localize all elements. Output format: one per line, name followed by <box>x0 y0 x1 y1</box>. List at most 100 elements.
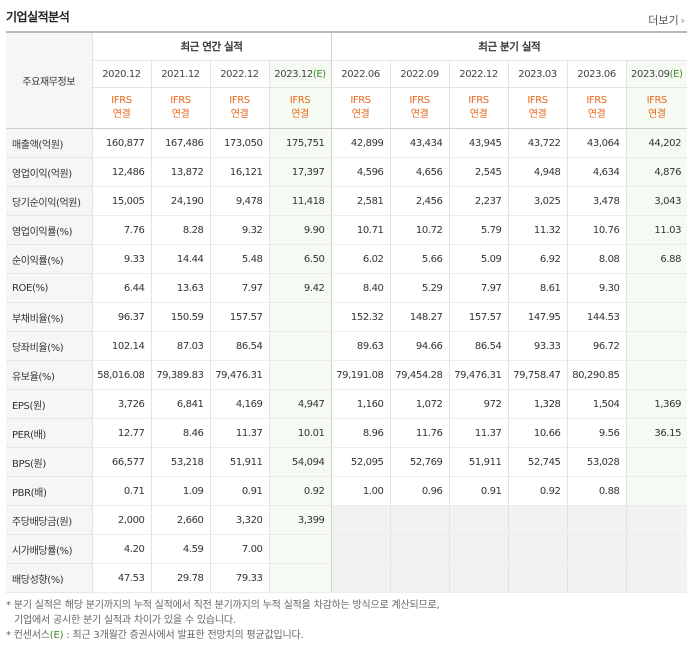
cell-value <box>507 563 568 593</box>
row-label: BPS(원) <box>6 447 92 477</box>
cell-value: 11,418 <box>268 186 332 216</box>
section-header: 기업실적분석 더보기 › <box>6 8 685 28</box>
cell-value: 36.15 <box>625 418 688 448</box>
cell-value <box>330 505 391 535</box>
period-label: 2023.09 <box>631 68 670 80</box>
row-label: 당좌비율(%) <box>6 331 92 361</box>
cell-value: 14.44 <box>150 244 210 274</box>
cell-value: 2,456 <box>389 186 450 216</box>
row-label: 당기순이익(억원) <box>6 186 92 216</box>
cell-value <box>566 534 627 564</box>
table-row: ROE(%) 6.44 13.63 7.97 9.42 8.40 5.29 7.97 8.61 9… <box>6 273 688 303</box>
cell-value: 11.37 <box>448 418 509 448</box>
financial-summary-table: 주요재무정보 최근 연간 실적 최근 분기 실적 2020.12 2021.12 2… <box>6 31 688 593</box>
period-header: 2022.09 <box>389 60 450 88</box>
cell-value: 11.32 <box>507 215 568 245</box>
period-label: 2023.06 <box>577 68 616 80</box>
cell-value: 4,876 <box>625 157 688 187</box>
cell-value: 8.61 <box>507 273 568 303</box>
ifrs-line1: IFRS <box>289 95 311 106</box>
cell-value: 1,160 <box>330 389 391 419</box>
table-row: 부채비율(%) 96.37 150.59 157.57 152.32 148.27 157.… <box>6 302 688 332</box>
table-row: 주당배당금(원) 2,000 2,660 3,320 3,399 <box>6 505 688 535</box>
cell-value <box>268 302 332 332</box>
row-label: 순이익률(%) <box>6 244 92 274</box>
period-label: 2022.12 <box>459 68 498 80</box>
cell-value <box>268 563 332 593</box>
table-row: 배당성향(%) 47.53 29.78 79.33 <box>6 563 688 593</box>
cell-value: 9.33 <box>91 244 151 274</box>
more-link-label: 더보기 <box>648 14 679 27</box>
ifrs-line2: 연결 <box>230 109 249 120</box>
cell-value: 96.37 <box>91 302 151 332</box>
ifrs-line1: IFRS <box>170 95 191 106</box>
period-header: 2023.03 <box>507 60 568 88</box>
cell-value: 52,745 <box>507 447 568 477</box>
cell-value: 12.77 <box>91 418 151 448</box>
cell-value <box>389 563 450 593</box>
cell-value: 5.48 <box>209 244 269 274</box>
table-row: 당좌비율(%) 102.14 87.03 86.54 89.63 94.66 86.54 93… <box>6 331 688 361</box>
cell-value: 93.33 <box>507 331 568 361</box>
cell-value: 102.14 <box>91 331 151 361</box>
ifrs-label: IFRS 연결 <box>330 87 391 129</box>
cell-value <box>625 505 688 535</box>
ifrs-line2: 연결 <box>171 109 190 120</box>
cell-value <box>625 534 688 564</box>
cell-value: 9.32 <box>209 215 269 245</box>
cell-value: 53,218 <box>150 447 210 477</box>
table-row: PER(배) 12.77 8.46 11.37 10.01 8.96 11.76 11.37 1… <box>6 418 688 448</box>
ifrs-line1: IFRS <box>409 95 430 106</box>
cell-value: 144.53 <box>566 302 627 332</box>
cell-value: 12,486 <box>91 157 151 187</box>
cell-value: 2,237 <box>448 186 509 216</box>
cell-value <box>389 505 450 535</box>
cell-value: 51,911 <box>448 447 509 477</box>
period-header: 2023.06 <box>566 60 627 88</box>
cell-value: 5.66 <box>389 244 450 274</box>
cell-value: 5.79 <box>448 215 509 245</box>
cell-value <box>330 563 391 593</box>
ifrs-line2: 연결 <box>410 109 429 120</box>
cell-value: 148.27 <box>389 302 450 332</box>
cell-value: 10.72 <box>389 215 450 245</box>
cell-value: 1.09 <box>150 476 210 506</box>
cell-value <box>625 563 688 593</box>
cell-value: 86.54 <box>448 331 509 361</box>
cell-value: 16,121 <box>209 157 269 187</box>
cell-value <box>625 476 688 506</box>
cell-value: 9.42 <box>268 273 332 303</box>
cell-value: 160,877 <box>91 128 151 158</box>
cell-value: 2,545 <box>448 157 509 187</box>
period-label: 2022.12 <box>220 68 259 80</box>
row-label: 매출액(억원) <box>6 128 92 158</box>
cell-value: 9.30 <box>566 273 627 303</box>
chevron-right-icon: › <box>680 14 685 27</box>
ifrs-line2: 연결 <box>469 109 488 120</box>
ifrs-label: IFRS 연결 <box>566 87 627 129</box>
row-label: PER(배) <box>6 418 92 448</box>
footnote-1: * 분기 실적은 해당 분기까지의 누적 실적에서 직전 분기까지의 누적 실적… <box>6 600 440 611</box>
cell-value: 4,656 <box>389 157 450 187</box>
table-row: 시가배당률(%) 4.20 4.59 7.00 <box>6 534 688 564</box>
cell-value: 4,948 <box>507 157 568 187</box>
row-label: PBR(배) <box>6 476 92 506</box>
cell-value: 6.88 <box>625 244 688 274</box>
cell-value: 80,290.85 <box>566 360 627 390</box>
cell-value <box>566 563 627 593</box>
cell-value: 175,751 <box>268 128 332 158</box>
cell-value: 2,581 <box>330 186 391 216</box>
row-label: 시가배당률(%) <box>6 534 92 564</box>
cell-value <box>268 331 332 361</box>
cell-value: 3,399 <box>268 505 332 535</box>
cell-value: 3,025 <box>507 186 568 216</box>
cell-value: 79,389.83 <box>150 360 210 390</box>
table-row: 영업이익률(%) 7.76 8.28 9.32 9.90 10.71 10.72 5.79 11… <box>6 215 688 245</box>
cell-value: 11.03 <box>625 215 688 245</box>
cell-value: 54,094 <box>268 447 332 477</box>
cell-value: 52,769 <box>389 447 450 477</box>
footnote-2: * 컨센서스(E) : 최근 3개월간 증권사에서 발표한 전망치의 평균값입니… <box>6 630 304 641</box>
more-link[interactable]: 더보기 › <box>648 12 685 28</box>
cell-value: 13,872 <box>150 157 210 187</box>
cell-value: 79,476.31 <box>448 360 509 390</box>
